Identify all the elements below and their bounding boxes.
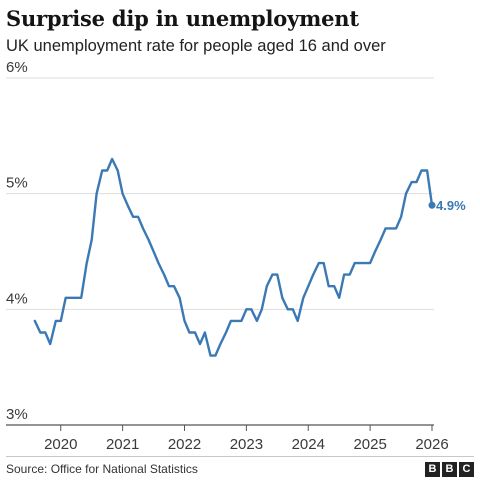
axes bbox=[6, 424, 434, 431]
x-tick-label: 2022 bbox=[168, 436, 201, 453]
x-tick-label: 2024 bbox=[292, 436, 325, 453]
x-tick-label: 2020 bbox=[44, 436, 77, 453]
end-value-label: 4.9% bbox=[436, 198, 466, 213]
bbc-logo-block: B bbox=[425, 462, 440, 477]
y-tick-label: 4% bbox=[6, 290, 28, 307]
x-tick-label: 2026 bbox=[415, 436, 448, 453]
gridlines bbox=[6, 77, 434, 310]
series-line bbox=[33, 157, 434, 357]
end-point-marker bbox=[428, 201, 436, 209]
x-tick-label: 2021 bbox=[106, 436, 139, 453]
x-tick-label: 2025 bbox=[353, 436, 386, 453]
source-note: Source: Office for National Statistics bbox=[6, 462, 198, 476]
bbc-logo-block: B bbox=[442, 462, 457, 477]
labels: 6% 5% 4% 3% 2020 2021 2022 2023 2024 2025 2026 4.9% bbox=[6, 59, 466, 453]
chart-title: Surprise dip in unemployment bbox=[6, 6, 359, 31]
y-tick-label: 5% bbox=[6, 175, 28, 192]
bbc-logo-block: C bbox=[459, 462, 474, 477]
chart-subtitle: UK unemployment rate for people aged 16 … bbox=[6, 37, 386, 55]
y-tick-label: 3% bbox=[6, 406, 28, 423]
series bbox=[33, 157, 436, 357]
x-tick-label: 2023 bbox=[230, 436, 263, 453]
y-tick-label: 6% bbox=[6, 59, 28, 76]
footer-divider bbox=[6, 456, 474, 457]
bbc-logo: B B C bbox=[425, 462, 474, 477]
